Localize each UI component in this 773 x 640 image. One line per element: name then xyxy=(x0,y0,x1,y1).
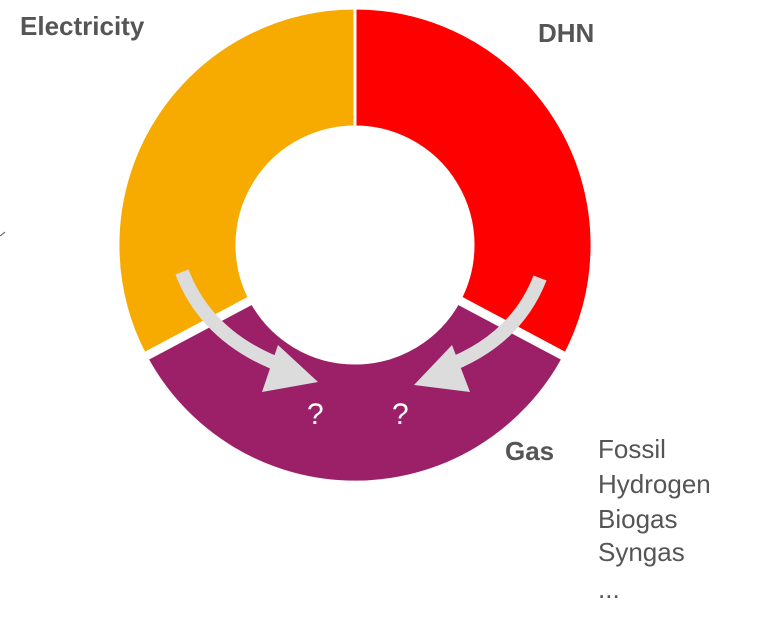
arrow-head xyxy=(262,345,318,392)
list-item: Hydrogen xyxy=(598,469,711,499)
list-item: Biogas xyxy=(598,504,678,534)
label: DHN xyxy=(538,18,594,48)
list-item: Fossil xyxy=(598,434,666,464)
list-item: Syngas xyxy=(598,537,685,567)
segment-gap xyxy=(143,296,253,361)
arrow xyxy=(175,269,291,375)
edge-tick xyxy=(0,231,6,237)
arrow-head xyxy=(414,345,470,392)
label: Electricity xyxy=(20,11,145,41)
list-item: ... xyxy=(598,574,620,604)
electricity-segment xyxy=(116,6,357,359)
label: Gas xyxy=(505,436,554,466)
dhn-segment xyxy=(353,6,594,359)
question-mark: ? xyxy=(307,398,324,431)
question-mark: ? xyxy=(392,398,409,431)
